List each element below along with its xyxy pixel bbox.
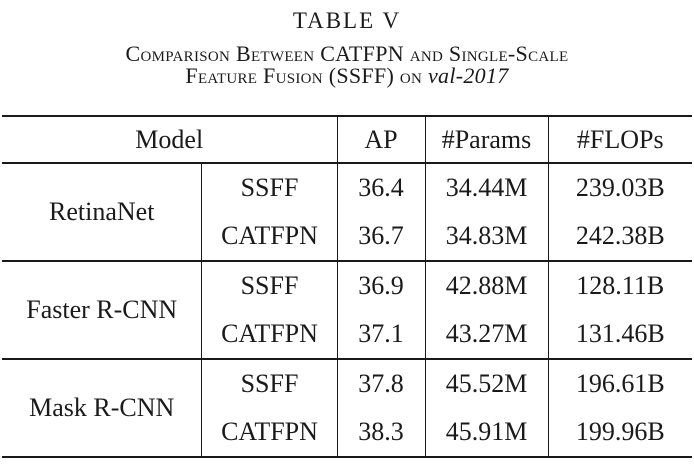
params-cell: 34.44M (424, 162, 548, 212)
caption-line-2-prefix: Feature Fusion (SSFF) on (185, 63, 428, 88)
header-flops: #FLOPs (547, 116, 692, 164)
ap-cell: 37.1 (336, 310, 425, 359)
table-caption-number: TABLE V (292, 8, 402, 33)
table-row: RetinaNet SSFF 36.4 34.44M 239.03B (1, 162, 692, 261)
flops-cell: 239.03B (547, 162, 692, 212)
caption-dataset-name: val-2017 (427, 63, 509, 88)
table-row: CATFPN 37.1 43.27M 131.46B (2, 310, 692, 359)
table-row: CATFPN 38.3 45.91M 199.96B (2, 408, 692, 457)
ap-cell: 37.8 (336, 358, 425, 408)
variant-cell: SSFF (201, 260, 337, 310)
ap-cell: 36.7 (336, 212, 425, 261)
results-table: Model AP #Params #FLOPs RetinaNet SSFF 3… (1, 115, 692, 458)
header-params: #Params (424, 116, 548, 164)
flops-cell: 242.38B (547, 212, 692, 261)
variant-cell: CATFPN (201, 212, 337, 261)
params-cell: 43.27M (424, 310, 548, 359)
flops-cell: 131.46B (547, 310, 692, 359)
params-cell: 45.91M (424, 408, 548, 457)
flops-cell: 196.61B (547, 358, 692, 408)
caption-line-1: Comparison Between CATFPN and Single-Sca… (125, 41, 569, 66)
params-cell: 45.52M (424, 358, 548, 408)
ap-cell: 38.3 (336, 408, 425, 457)
table-row: Mask R-CNN SSFF 37.8 45.52M 196.61B (1, 358, 692, 457)
header-model: Model (1, 116, 337, 164)
flops-cell: 128.11B (547, 260, 692, 310)
variant-cell: SSFF (201, 162, 337, 212)
model-cell: Faster R-CNN (1, 260, 202, 359)
params-cell: 34.83M (424, 212, 548, 261)
variant-cell: CATFPN (201, 408, 337, 457)
variant-cell: CATFPN (201, 310, 337, 359)
flops-cell: 199.96B (547, 408, 692, 457)
variant-cell: SSFF (201, 358, 337, 408)
ap-cell: 36.4 (336, 162, 425, 212)
table-row: Faster R-CNN SSFF 36.9 42.88M 128.11B (1, 260, 692, 359)
header-row: Model AP #Params #FLOPs (1, 116, 692, 164)
table-caption-text: Comparison Between CATFPN and Single-Sca… (0, 43, 694, 87)
model-cell: Mask R-CNN (1, 358, 202, 457)
params-cell: 42.88M (424, 260, 548, 310)
header-ap: AP (336, 116, 425, 164)
ap-cell: 36.9 (336, 260, 425, 310)
model-cell: RetinaNet (1, 162, 202, 261)
table-row: CATFPN 36.7 34.83M 242.38B (2, 212, 692, 261)
caption-line-2: Feature Fusion (SSFF) on val-2017 (0, 65, 694, 87)
